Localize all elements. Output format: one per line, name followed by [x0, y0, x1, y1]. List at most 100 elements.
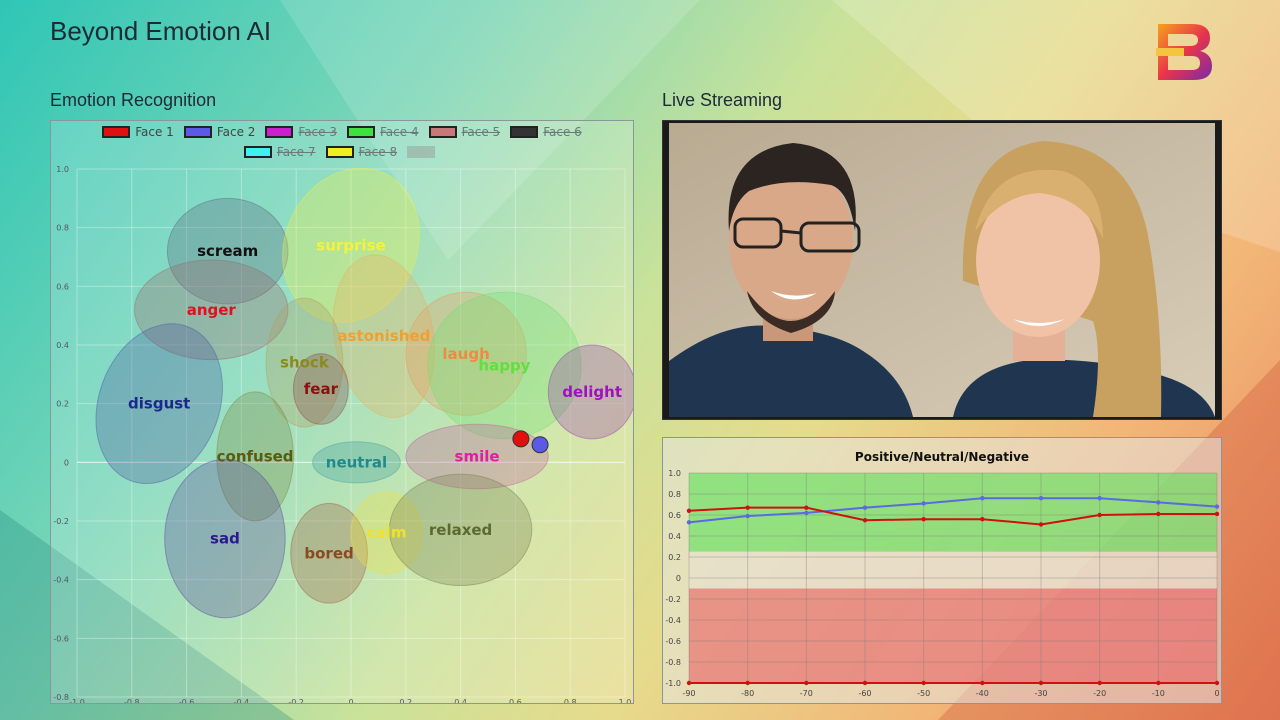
legend-item[interactable]: Face 2 — [183, 125, 256, 139]
x-tick-label: -0.4 — [234, 698, 250, 703]
series-point — [1214, 504, 1220, 509]
series-point — [686, 520, 692, 525]
legend-label: Face 1 — [135, 125, 174, 139]
page-title: Beyond Emotion AI — [50, 16, 272, 46]
series-point — [862, 680, 868, 686]
legend-swatch — [325, 146, 354, 158]
legend-swatch — [510, 126, 539, 138]
emotion-label-scream: scream — [197, 242, 258, 260]
person-man — [669, 143, 913, 417]
legend-swatch — [102, 126, 131, 138]
x-tick-label: -70 — [800, 689, 813, 698]
legend-item[interactable]: Face 3 — [265, 125, 337, 139]
emotion-label-laugh: laugh — [442, 345, 489, 363]
emotion-label-happy: happy — [478, 357, 530, 375]
legend-label: Face 3 — [298, 125, 337, 139]
legend-label: Face 2 — [216, 125, 256, 139]
emotion-label-fear: fear — [304, 380, 339, 398]
band-negative — [689, 588, 1217, 683]
emotion-label-astonished: astonished — [337, 327, 430, 345]
y-tick-label: 0.2 — [668, 553, 681, 562]
y-tick-label: 0.4 — [668, 532, 681, 541]
emotion-region — [388, 473, 533, 587]
legend-swatch — [265, 126, 294, 138]
emotion-section-title: Emotion Recognition — [50, 90, 217, 110]
sentiment-chart: Positive/Neutral/Negative -90 -80 -70 -60 -5… — [665, 450, 1220, 698]
x-tick-label: -60 — [858, 689, 871, 698]
emotion-label-neutral: neutral — [326, 453, 387, 471]
emotion-label-sad: sad — [210, 530, 240, 548]
x-tick-label: 0.6 — [509, 698, 522, 703]
x-tick-label: 0 — [348, 698, 353, 703]
emotion-region — [166, 197, 289, 305]
band-neutral — [689, 551, 1217, 589]
x-tick-label: -50 — [917, 689, 930, 698]
series-point — [1097, 512, 1102, 518]
series-point — [921, 517, 926, 522]
series-point — [1097, 496, 1102, 501]
live-video[interactable] — [662, 120, 1222, 420]
legend-item[interactable]: Face 6 — [510, 125, 582, 139]
x-tick-label: 0 — [1214, 689, 1219, 698]
y-tick-label: -0.2 — [665, 595, 681, 604]
series-point — [1156, 680, 1161, 686]
series-point — [1214, 680, 1220, 686]
y-tick-label: -0.8 — [53, 693, 69, 702]
face-marker[interactable] — [512, 430, 530, 448]
emotion-region — [95, 323, 223, 485]
legend-item[interactable]: Face 5 — [428, 125, 501, 139]
y-tick-label: 0.4 — [56, 341, 69, 350]
series-point — [980, 517, 985, 522]
series-point — [804, 510, 809, 516]
video-frame — [669, 123, 1215, 417]
x-tick-label: -0.6 — [179, 698, 195, 703]
series-line — [688, 506, 1217, 526]
y-tick-label: -0.4 — [53, 576, 69, 585]
series-point — [1038, 522, 1044, 527]
emotion-region — [427, 291, 582, 440]
legend-swatch — [347, 126, 375, 138]
series-point — [745, 680, 750, 686]
live-section-title: Live Streaming — [662, 90, 783, 110]
series-point — [1097, 680, 1102, 686]
series-point — [980, 680, 985, 686]
emotion-region — [290, 502, 368, 604]
series-point — [745, 505, 750, 510]
face-marker[interactable] — [531, 436, 549, 454]
legend-item[interactable]: Face 1 — [102, 125, 174, 139]
emotion-label-surprise: surprise — [316, 236, 385, 254]
emotion-label-anger: anger — [187, 301, 237, 319]
series-point — [686, 508, 692, 513]
y-tick-label: -0.8 — [665, 658, 681, 667]
x-tick-label: -80 — [741, 689, 754, 698]
x-tick-label: -1.0 — [69, 698, 85, 703]
emotion-map: scream surprise anger astonished shock laughh… — [53, 165, 633, 703]
series-point — [1038, 496, 1044, 501]
x-tick-label: -20 — [1093, 689, 1106, 698]
sentiment-chart-panel: Positive/Neutral/Negative -90 -80 -70 -60 -5… — [662, 437, 1222, 704]
legend-item[interactable] — [407, 145, 440, 159]
legend-label: Face 6 — [543, 125, 582, 139]
legend-item[interactable]: Face 7 — [243, 145, 316, 159]
series-point — [1156, 500, 1161, 505]
legend-item[interactable]: Face 8 — [325, 145, 397, 159]
emotion-region — [312, 441, 401, 484]
legend-label: Face 5 — [461, 125, 501, 139]
series-point — [1156, 511, 1161, 517]
y-tick-label: -0.2 — [53, 517, 69, 526]
person-woman — [953, 141, 1215, 417]
legend-swatch — [183, 126, 212, 138]
y-tick-label: 0 — [64, 458, 69, 467]
legend-swatch — [428, 126, 457, 138]
y-tick-label: -0.6 — [53, 634, 69, 643]
x-tick-label: 1.0 — [619, 698, 632, 703]
emotion-map-panel: Face 1 Face 2 Face 3 Face 4 Face 5 Face 6 Fac… — [50, 120, 634, 704]
y-tick-label: -0.4 — [665, 616, 681, 625]
series-point — [686, 680, 692, 686]
legend-item[interactable]: Face 4 — [347, 125, 419, 139]
emotion-label-calm: calm — [367, 524, 407, 542]
y-tick-label: 1.0 — [668, 469, 681, 478]
emotion-region — [547, 344, 633, 440]
series-point — [804, 505, 809, 510]
x-tick-label: -40 — [976, 689, 989, 698]
